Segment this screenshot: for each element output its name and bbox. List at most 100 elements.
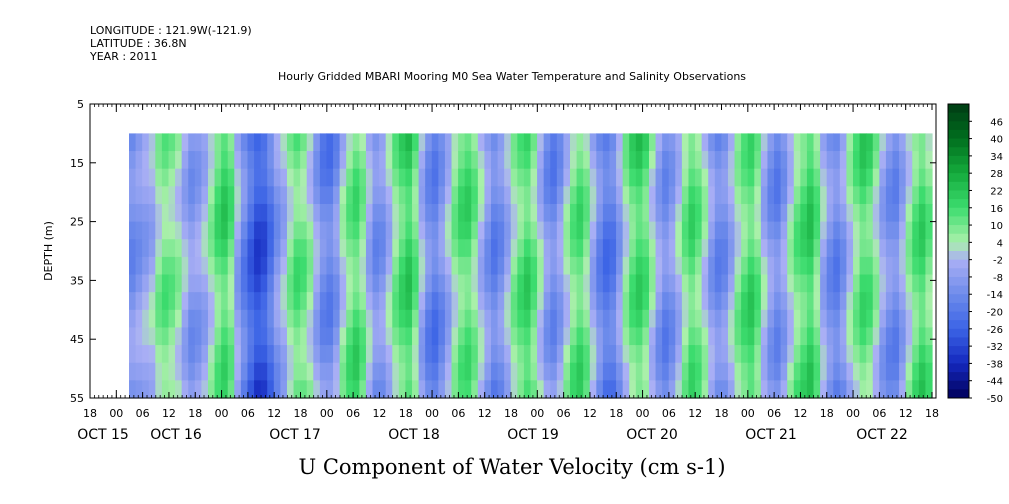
heatmap-cell — [879, 362, 887, 381]
heatmap-cell — [648, 221, 657, 240]
heatmap-cell — [853, 362, 861, 381]
heatmap-cell — [616, 362, 624, 381]
colorbar-band — [948, 354, 969, 364]
heatmap-cell — [181, 221, 189, 240]
heatmap-cell — [537, 168, 545, 187]
colorbar-band — [948, 346, 969, 356]
heatmap-cell — [214, 221, 222, 240]
heatmap-cell — [899, 362, 907, 381]
heatmap-cell — [451, 221, 459, 240]
heatmap-cell — [254, 133, 262, 152]
heatmap-cell — [885, 256, 894, 276]
heatmap-cell — [471, 380, 479, 399]
heatmap-cell — [892, 133, 900, 152]
heatmap-cell — [207, 221, 216, 240]
heatmap-cell — [181, 239, 189, 258]
heatmap-cell — [510, 151, 518, 170]
heatmap-cell — [484, 203, 492, 223]
heatmap-cell — [319, 274, 328, 293]
heatmap-cell — [530, 133, 538, 152]
heatmap-cell — [385, 239, 393, 258]
heatmap-cell — [168, 345, 176, 364]
heatmap-cell — [583, 221, 591, 240]
heatmap-cell — [688, 345, 696, 364]
heatmap-cell — [569, 256, 578, 276]
heatmap-cell — [293, 151, 301, 170]
heatmap-cell — [563, 327, 571, 346]
heatmap-cell — [826, 380, 834, 399]
heatmap-cell — [214, 309, 222, 329]
heatmap-cell — [293, 186, 301, 205]
colorbar-band — [948, 302, 969, 312]
heatmap-cell — [589, 292, 597, 311]
heatmap-cell — [247, 168, 255, 187]
heatmap-cell — [504, 345, 512, 364]
heatmap-cell — [477, 274, 486, 293]
heatmap-cell — [576, 380, 584, 399]
heatmap-cell — [319, 327, 328, 346]
heatmap-cell — [365, 274, 374, 293]
heatmap-cell — [405, 186, 413, 205]
heatmap-cell — [484, 345, 492, 364]
heatmap-cell — [194, 186, 202, 205]
heatmap-cell — [398, 168, 407, 187]
heatmap-cell — [846, 133, 854, 152]
heatmap-cell — [774, 256, 782, 276]
heatmap-cell — [616, 256, 624, 276]
heatmap-cell — [464, 256, 472, 276]
heatmap-cell — [583, 186, 591, 205]
heatmap-cell — [583, 380, 591, 399]
heatmap-cell — [247, 345, 255, 364]
heatmap-cell — [708, 239, 716, 258]
heatmap-cell — [550, 345, 558, 364]
heatmap-cell — [885, 380, 894, 399]
heatmap-cell — [793, 327, 801, 346]
heatmap-cell — [438, 309, 446, 329]
heatmap-cell — [892, 327, 900, 346]
heatmap-cell — [161, 327, 170, 346]
heatmap-cell — [517, 221, 525, 240]
heatmap — [129, 133, 933, 399]
heatmap-cell — [425, 221, 433, 240]
heatmap-cell — [425, 256, 433, 276]
heatmap-cell — [517, 362, 525, 381]
heatmap-cell — [510, 239, 518, 258]
heatmap-cell — [609, 133, 617, 152]
heatmap-cell — [438, 345, 446, 364]
heatmap-cell — [412, 221, 420, 240]
heatmap-cell — [497, 274, 505, 293]
heatmap-cell — [576, 168, 584, 187]
heatmap-cell — [491, 327, 499, 346]
colorbar-band — [948, 372, 969, 382]
heatmap-cell — [260, 362, 268, 381]
heatmap-cell — [833, 221, 841, 240]
heatmap-cell — [444, 203, 453, 223]
heatmap-cell — [504, 186, 512, 205]
heatmap-cell — [793, 239, 801, 258]
heatmap-cell — [451, 309, 459, 329]
heatmap-cell — [175, 221, 183, 240]
heatmap-cell — [760, 133, 769, 152]
heatmap-cell — [352, 151, 360, 170]
heatmap-cell — [839, 168, 848, 187]
heatmap-cell — [899, 380, 907, 399]
heatmap-cell — [464, 380, 472, 399]
heatmap-cell — [530, 345, 538, 364]
heatmap-cell — [668, 327, 676, 346]
heatmap-cell — [596, 292, 604, 311]
heatmap-cell — [418, 362, 426, 381]
heatmap-cell — [853, 203, 861, 223]
heatmap-cell — [471, 256, 479, 276]
heatmap-cell — [708, 274, 716, 293]
heatmap-cell — [550, 256, 558, 276]
heatmap-cell — [550, 186, 558, 205]
heatmap-cell — [372, 133, 380, 152]
heatmap-cell — [161, 203, 170, 223]
heatmap-cell — [359, 239, 367, 258]
heatmap-cell — [583, 309, 591, 329]
heatmap-cell — [260, 292, 268, 311]
heatmap-cell — [635, 151, 643, 170]
heatmap-cell — [254, 203, 262, 223]
heatmap-cell — [899, 345, 907, 364]
heatmap-cell — [662, 362, 670, 381]
